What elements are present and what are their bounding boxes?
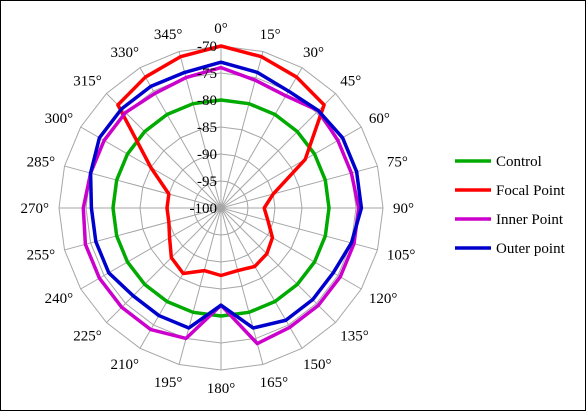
grid-spoke (220, 207, 362, 290)
grid-spoke (220, 207, 336, 323)
grid-spoke (220, 126, 362, 209)
legend-label: Control (496, 154, 542, 170)
angle-tick-label: 15° (260, 27, 281, 43)
grid-spoke (220, 67, 303, 209)
angle-tick-label: 60° (369, 111, 390, 127)
angle-tick-label: 30° (303, 45, 324, 61)
grid-spoke (139, 67, 222, 209)
angle-tick-label: 300° (45, 111, 74, 127)
series-line-focal-point (116, 44, 326, 278)
radial-tick-label: -85 (197, 120, 217, 136)
radial-tick-label: -90 (197, 147, 217, 163)
grid-spoke (178, 207, 222, 365)
radial-tick-label: -80 (197, 93, 217, 109)
grid-spoke (220, 207, 264, 365)
angle-spokes (59, 46, 383, 370)
angle-tick-label: 285° (27, 154, 56, 170)
angle-tick-label: 135° (340, 328, 369, 344)
series-line-control (111, 98, 331, 318)
angle-tick-label: 105° (387, 248, 416, 264)
angle-tick-label: 240° (45, 291, 74, 307)
angle-tick-label: 225° (73, 328, 102, 344)
angle-tick-label: 150° (303, 357, 332, 373)
legend-label: Inner Point (496, 212, 564, 228)
angle-tick-label: 90° (393, 201, 414, 217)
legend: Control Focal Point Inner Point Outer point (455, 154, 566, 257)
series-line-outer-point (88, 60, 364, 330)
grid-spoke (220, 51, 264, 209)
angle-tick-label: 0° (214, 21, 228, 37)
angle-tick-labels: 0° 15° 30° 45° 60° 75° 90° 105° 120° 135° 150° 165°… (21, 21, 416, 397)
legend-label: Focal Point (496, 183, 566, 199)
radial-tick-label: -95 (197, 174, 217, 190)
angle-tick-label: 195° (154, 375, 183, 391)
radial-tick-label: -100 (190, 201, 218, 217)
angle-tick-label: 255° (27, 248, 56, 264)
radial-tick-label: -70 (197, 39, 217, 55)
radial-tick-labels: -70 -75 -80 -85 -90 -95 -100 (190, 39, 218, 217)
angle-tick-label: 270° (21, 201, 50, 217)
angle-tick-label: 210° (111, 357, 140, 373)
grid-spoke (106, 207, 222, 323)
grid-spoke (220, 207, 303, 349)
series-lines (81, 44, 364, 346)
grid-spoke (80, 207, 222, 290)
grid-spoke (64, 207, 222, 251)
angle-tick-label: 75° (387, 154, 408, 170)
angle-tick-label: 120° (369, 291, 398, 307)
legend-label: Outer point (496, 241, 566, 257)
angle-tick-label: 330° (111, 45, 140, 61)
angle-tick-label: 180° (207, 381, 236, 397)
angle-tick-label: 345° (154, 27, 183, 43)
angle-tick-label: 45° (340, 74, 361, 90)
radial-tick-label: -75 (197, 66, 217, 82)
angle-tick-label: 165° (260, 375, 289, 391)
grid-spoke (139, 207, 222, 349)
grid-spoke (220, 93, 336, 209)
angle-tick-label: 315° (73, 74, 102, 90)
